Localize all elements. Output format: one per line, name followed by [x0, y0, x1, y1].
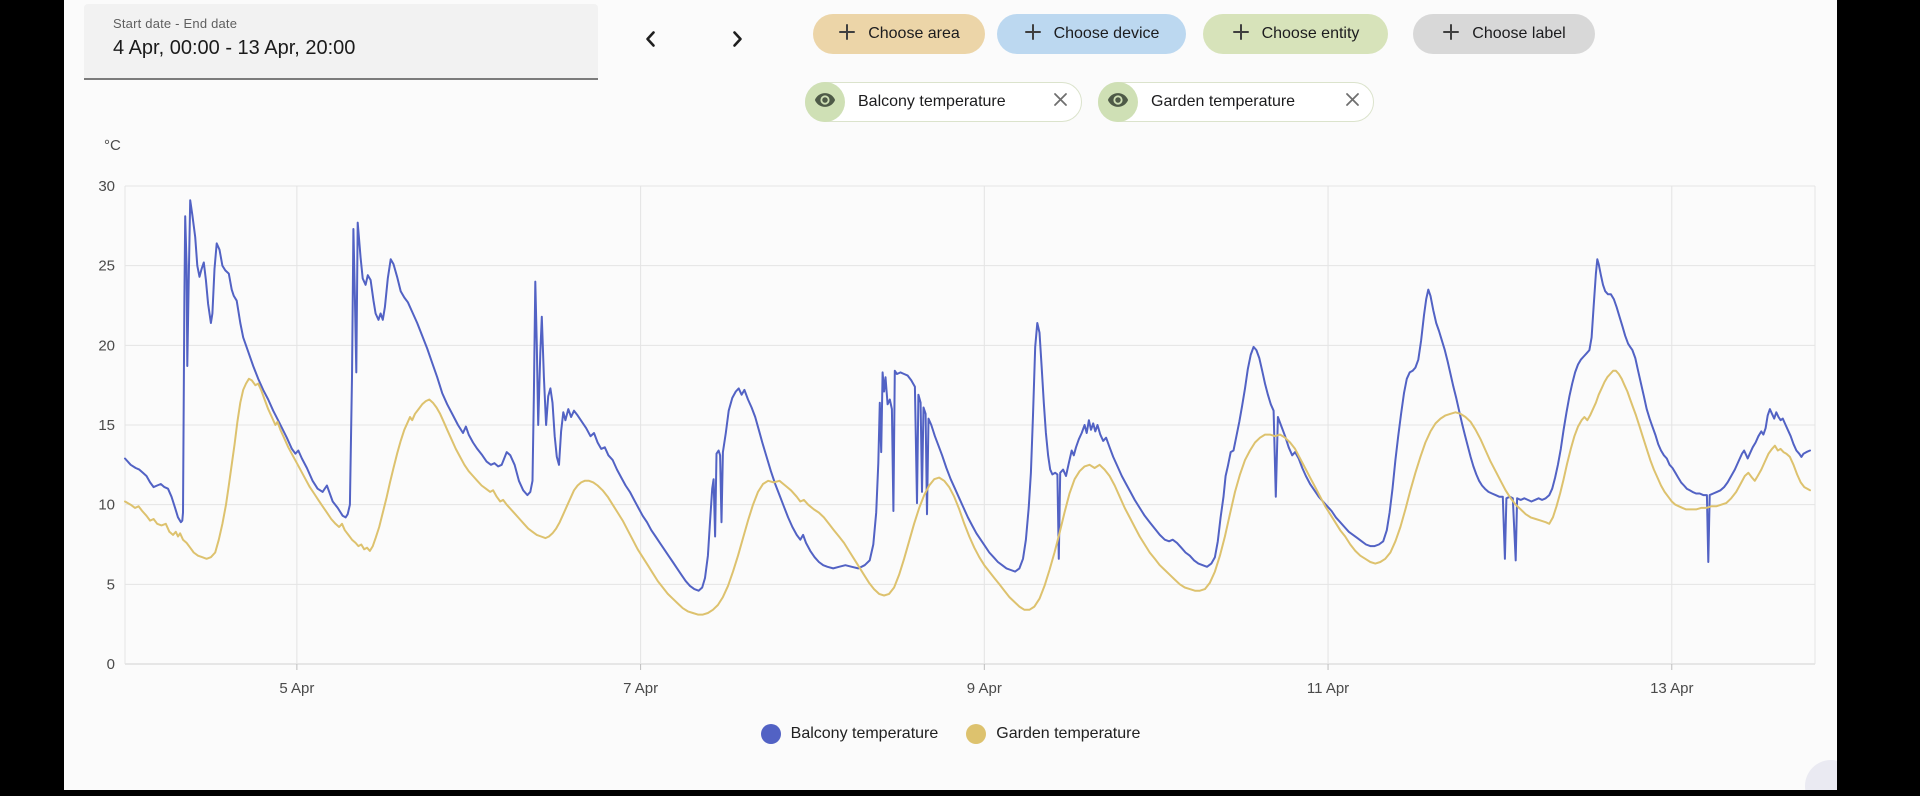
choose-entity-label: Choose entity — [1261, 25, 1360, 42]
balcony-temperature-chip[interactable]: Balcony temperature — [805, 82, 1082, 122]
date-range-label: Start date - End date — [113, 16, 238, 31]
garden-chip-label: Garden temperature — [1151, 93, 1296, 110]
legend-item-garden[interactable]: Garden temperature — [966, 724, 1140, 744]
history-chart-area[interactable]: 0 5 10 15 20 25 30 5 Apr 7 Apr 9 Apr 11 Apr 13 Apr °… — [64, 130, 1837, 700]
svg-text:5: 5 — [107, 576, 115, 593]
choose-device-label: Choose device — [1053, 25, 1160, 42]
next-period-button[interactable] — [713, 16, 761, 64]
corner-scroll-indicator — [1805, 760, 1837, 790]
choose-entity-chip[interactable]: Choose entity — [1203, 14, 1388, 54]
svg-text:0: 0 — [107, 656, 115, 673]
plus-icon — [1232, 23, 1250, 46]
balcony-legend-label: Balcony temperature — [790, 725, 939, 742]
previous-period-button[interactable] — [627, 16, 675, 64]
chevron-left-icon — [639, 27, 663, 54]
chart-legend: Balcony temperature Garden temperature — [64, 718, 1837, 750]
svg-text:20: 20 — [98, 337, 115, 354]
garden-legend-label: Garden temperature — [996, 725, 1141, 742]
svg-text:7 Apr: 7 Apr — [623, 680, 658, 697]
close-icon — [1053, 92, 1068, 112]
remove-garden-button[interactable] — [1345, 92, 1360, 112]
remove-balcony-button[interactable] — [1053, 92, 1068, 112]
svg-text:11 Apr: 11 Apr — [1307, 680, 1349, 697]
choose-device-chip[interactable]: Choose device — [997, 14, 1186, 54]
svg-text:30: 30 — [98, 178, 115, 195]
chevron-right-icon — [725, 27, 749, 54]
svg-text:10: 10 — [98, 497, 115, 514]
choose-label-chip[interactable]: Choose label — [1413, 14, 1595, 54]
plus-icon — [1442, 23, 1460, 46]
svg-text:5 Apr: 5 Apr — [279, 680, 314, 697]
legend-item-balcony[interactable]: Balcony temperature — [760, 724, 939, 744]
svg-text:°C: °C — [104, 137, 121, 154]
history-page: Start date - End date 4 Apr, 00:00 - 13 … — [64, 0, 1837, 790]
choose-area-chip[interactable]: Choose area — [813, 14, 985, 54]
plus-icon — [838, 23, 856, 46]
garden-temperature-chip[interactable]: Garden temperature — [1098, 82, 1374, 122]
choose-area-label: Choose area — [868, 25, 960, 42]
date-range-value: 4 Apr, 00:00 - 13 Apr, 20:00 — [113, 37, 356, 59]
choose-label-label: Choose label — [1472, 25, 1566, 42]
eye-icon — [814, 89, 836, 116]
svg-text:25: 25 — [98, 258, 115, 275]
plus-icon — [1024, 23, 1042, 46]
temperature-chart: 0 5 10 15 20 25 30 5 Apr 7 Apr 9 Apr 11 Apr 13 Apr °… — [98, 137, 1816, 697]
visibility-toggle[interactable] — [805, 82, 845, 122]
balcony-series-swatch — [760, 724, 781, 744]
close-icon — [1345, 92, 1360, 112]
svg-text:9 Apr: 9 Apr — [967, 680, 1002, 697]
svg-text:13 Apr: 13 Apr — [1650, 680, 1693, 697]
svg-text:15: 15 — [98, 417, 115, 434]
visibility-toggle[interactable] — [1098, 82, 1138, 122]
balcony-chip-label: Balcony temperature — [858, 93, 1006, 110]
garden-series-swatch — [966, 724, 987, 744]
date-range-field[interactable]: Start date - End date 4 Apr, 00:00 - 13 … — [84, 4, 598, 80]
eye-icon — [1107, 89, 1129, 116]
